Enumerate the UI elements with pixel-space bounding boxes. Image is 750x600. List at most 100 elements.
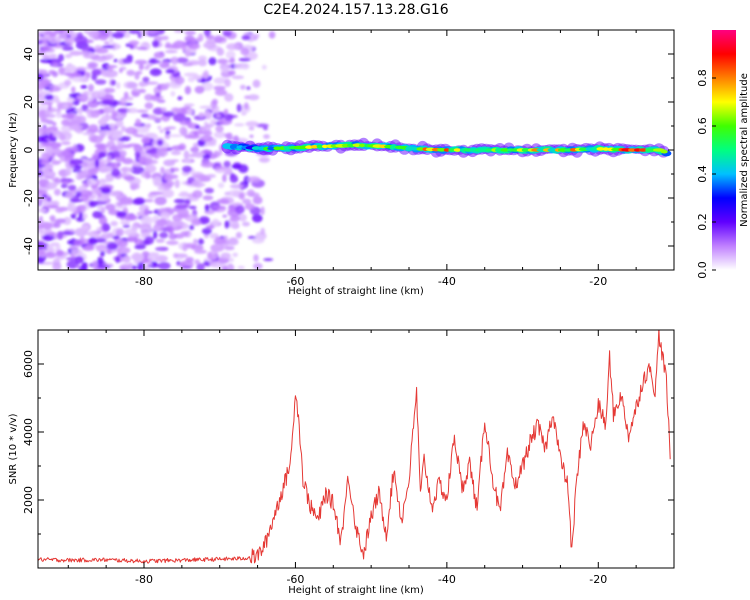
heatmap-cell: [77, 107, 83, 116]
heatmap-cell: [104, 143, 111, 148]
heatmap-cell: [71, 248, 83, 256]
heatmap-cell: [207, 252, 213, 260]
heatmap-cell: [163, 127, 171, 131]
heatmap-cell: [120, 167, 134, 173]
heatmap-cell: [164, 225, 173, 233]
heatmap-cell: [261, 64, 267, 70]
heatmap-cell: [41, 222, 53, 230]
heatmap-cell: [194, 124, 201, 130]
heatmap-cell: [202, 195, 214, 201]
heatmap-cell: [173, 113, 187, 123]
heatmap-cell: [247, 235, 257, 240]
heatmap-cell: [46, 205, 59, 209]
heatmap-cell: [104, 53, 115, 60]
heatmap-cell: [48, 53, 58, 58]
heatmap-cell: [155, 219, 169, 226]
heatmap-cell: [134, 244, 146, 250]
heatmap-cell: [212, 205, 226, 210]
heatmap-cell: [168, 134, 183, 138]
heatmap-cell: [203, 260, 210, 266]
heatmap-cell: [56, 249, 64, 257]
heatmap-cell: [126, 82, 138, 89]
heatmap-cell: [130, 253, 145, 261]
heatmap-cell: [111, 150, 122, 158]
heatmap-cell: [98, 151, 107, 158]
heatmap-cell: [240, 84, 246, 90]
heatmap-cell: [100, 251, 105, 257]
heatmap-cell: [40, 118, 50, 124]
heatmap-cell: [53, 177, 60, 183]
heatmap-cell: [144, 164, 157, 174]
heatmap-cell: [118, 228, 124, 237]
colorbar-tick-label: 0.2: [696, 213, 709, 231]
heatmap-cell: [224, 113, 234, 121]
heatmap-cell: [133, 236, 138, 244]
heatmap-cell: [220, 252, 231, 260]
heatmap-cell: [115, 119, 124, 128]
colorbar-tick-label: 0.8: [696, 69, 709, 87]
heatmap-cell: [469, 148, 477, 152]
heatmap-cell: [194, 249, 207, 254]
heatmap-cell: [157, 262, 171, 270]
heatmap-cell: [251, 213, 263, 223]
heatmap-cell: [253, 254, 259, 262]
heatmap-cell: [135, 109, 149, 113]
heatmap-cell: [117, 240, 128, 248]
heatmap-cell: [151, 116, 163, 121]
heatmap-cell: [214, 35, 223, 43]
heatmap-cell: [231, 75, 245, 80]
heatmap-cell: [168, 233, 177, 240]
heatmap-cell: [211, 218, 220, 227]
heatmap-cell: [48, 36, 62, 44]
heatmap-cell: [252, 262, 263, 270]
heatmap-cell: [51, 161, 61, 166]
heatmap-cell: [106, 242, 118, 250]
heatmap-cell: [190, 146, 200, 153]
heatmap-cell: [97, 265, 111, 269]
heatmap-cell: [39, 141, 53, 148]
heatmap-cell: [136, 211, 146, 217]
heatmap-cell: [246, 189, 255, 197]
heatmap-cell: [258, 156, 270, 163]
heatmap-cell: [182, 243, 188, 252]
heatmap-cell: [111, 32, 125, 39]
heatmap-cell: [122, 157, 134, 165]
heatmap-cell: [153, 180, 162, 187]
heatmap-cell: [201, 227, 212, 235]
heatmap-cell: [66, 260, 80, 269]
heatmap-cell: [87, 61, 99, 69]
heatmap-cell: [76, 265, 81, 269]
heatmap-cell: [211, 98, 218, 106]
heatmap-cell: [65, 257, 77, 261]
heatmap-cell: [189, 224, 195, 231]
heatmap-cell: [39, 58, 53, 64]
heatmap-cell: [132, 183, 140, 190]
heatmap-cell: [198, 238, 204, 245]
heatmap-cell: [183, 72, 198, 77]
heatmap-cell: [75, 191, 82, 198]
heatmap-cell: [62, 102, 70, 109]
heatmap-cell: [52, 62, 59, 66]
heatmap-cell: [136, 70, 143, 75]
heatmap-cell: [39, 216, 43, 220]
heatmap-cell: [98, 216, 108, 226]
heatmap-cell: [76, 94, 88, 101]
heatmap-cell: [200, 135, 213, 142]
heatmap-cell: [155, 92, 161, 97]
heatmap-cell: [222, 174, 227, 183]
figure-title: C2E4.2024.157.13.28.G16: [263, 2, 448, 18]
heatmap-cell: [48, 232, 55, 236]
heatmap-cell: [64, 79, 72, 86]
colorbar-ticks: 0.0 0.2 0.4 0.6 0.8: [696, 69, 716, 279]
heatmap-cell: [103, 87, 116, 93]
heatmap-cell: [216, 47, 225, 57]
heatmap-cell: [160, 35, 169, 41]
heatmap-cell: [203, 30, 211, 37]
heatmap-cell: [206, 174, 217, 178]
heatmap-cell: [78, 211, 83, 220]
snr-y-ticks: 2000 4000 6000: [22, 329, 674, 569]
heatmap-cell: [242, 221, 250, 227]
heatmap-cell: [100, 187, 112, 194]
heatmap-cell: [248, 126, 255, 131]
heatmap-cell: [155, 246, 169, 252]
